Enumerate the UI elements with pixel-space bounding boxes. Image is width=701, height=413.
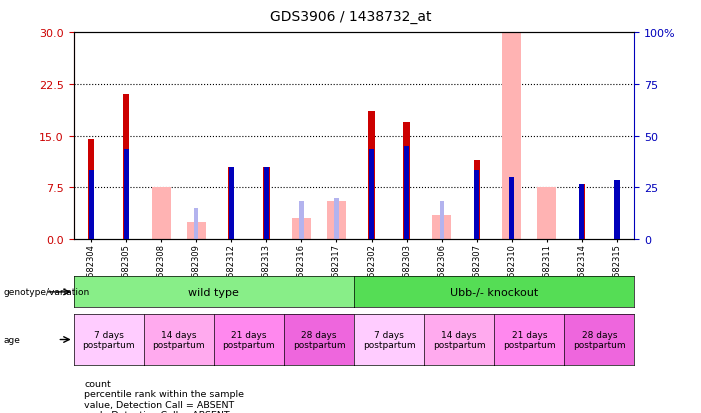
Text: 28 days
postpartum: 28 days postpartum	[292, 330, 346, 349]
Bar	[292, 219, 311, 240]
Text: 14 days
postpartum: 14 days postpartum	[433, 330, 486, 349]
Bar	[578, 185, 585, 240]
Bar	[614, 185, 620, 240]
Bar	[299, 202, 304, 240]
Bar	[474, 171, 479, 240]
Text: 21 days
postpartum: 21 days postpartum	[503, 330, 556, 349]
Bar	[264, 167, 269, 240]
Bar	[123, 150, 129, 240]
Text: GDS3906 / 1438732_at: GDS3906 / 1438732_at	[270, 10, 431, 24]
Bar	[123, 95, 129, 240]
Bar	[369, 150, 374, 240]
Bar	[502, 33, 522, 240]
Text: count: count	[84, 379, 111, 388]
Text: 7 days
postpartum: 7 days postpartum	[362, 330, 416, 349]
Bar	[194, 209, 198, 240]
Bar	[614, 181, 620, 240]
Text: percentile rank within the sample: percentile rank within the sample	[84, 389, 244, 399]
Text: rank, Detection Call = ABSENT: rank, Detection Call = ABSENT	[84, 410, 230, 413]
Bar	[509, 178, 515, 240]
Bar	[440, 202, 444, 240]
Text: wild type: wild type	[189, 287, 239, 297]
Bar	[327, 202, 346, 240]
Bar	[537, 188, 557, 240]
Bar	[88, 171, 94, 240]
Bar	[432, 216, 451, 240]
Text: 14 days
postpartum: 14 days postpartum	[152, 330, 205, 349]
Bar	[334, 198, 339, 240]
Text: age: age	[4, 335, 20, 344]
Bar	[579, 185, 585, 240]
Text: value, Detection Call = ABSENT: value, Detection Call = ABSENT	[84, 400, 234, 409]
Text: 28 days
postpartum: 28 days postpartum	[573, 330, 626, 349]
Bar	[186, 222, 206, 240]
Bar	[264, 167, 269, 240]
Bar	[369, 112, 374, 240]
Bar	[404, 123, 409, 240]
Bar	[474, 160, 479, 240]
Text: Ubb-/- knockout: Ubb-/- knockout	[450, 287, 538, 297]
Bar	[404, 147, 409, 240]
Text: 7 days
postpartum: 7 days postpartum	[82, 330, 135, 349]
Text: 21 days
postpartum: 21 days postpartum	[222, 330, 275, 349]
Bar	[88, 140, 94, 240]
Bar	[229, 167, 234, 240]
Bar	[151, 188, 171, 240]
Text: genotype/variation: genotype/variation	[4, 288, 90, 297]
Bar	[229, 167, 234, 240]
